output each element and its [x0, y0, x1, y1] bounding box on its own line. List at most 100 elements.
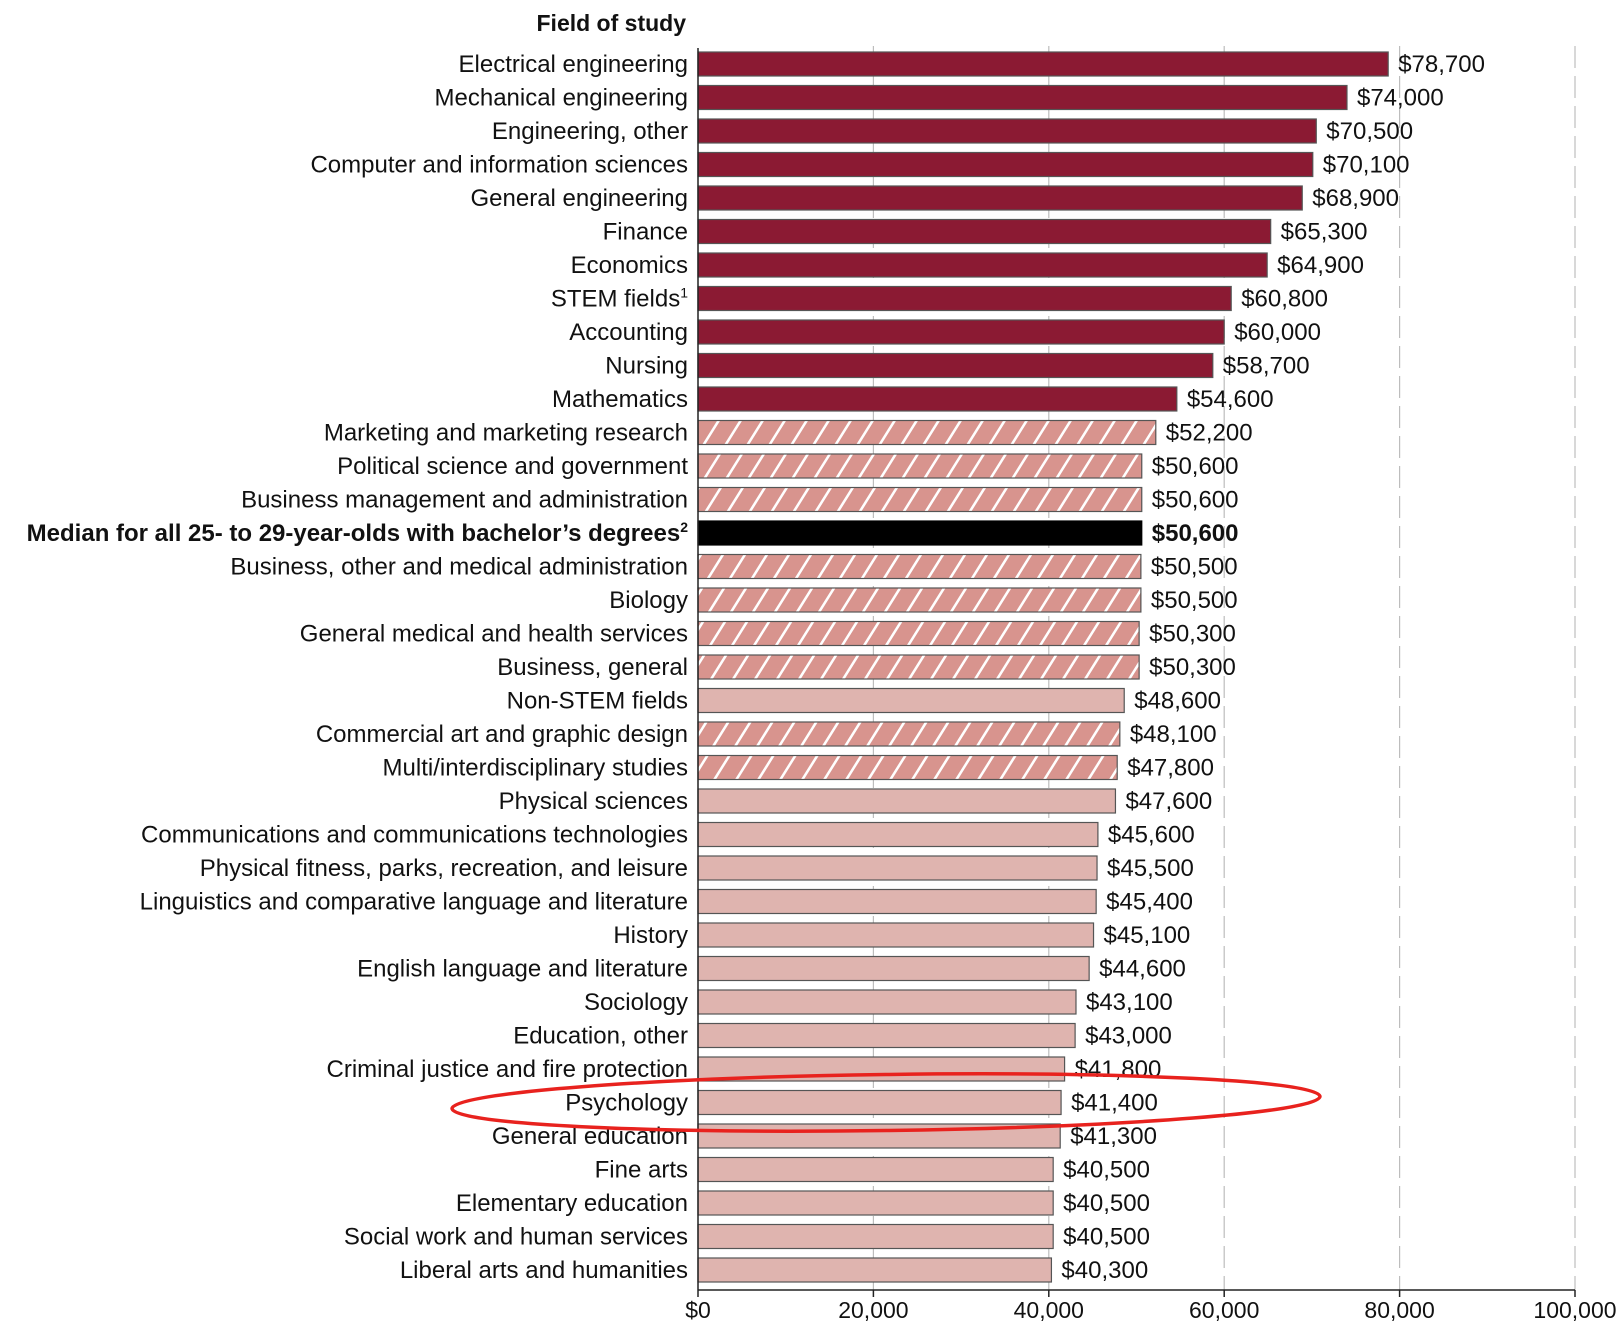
data-label-general-engineering: $68,900 — [1312, 185, 1399, 212]
category-label-education-other: Education, other — [513, 1023, 688, 1050]
category-label-mathematics: Mathematics — [552, 386, 688, 413]
data-label-business-other-and-medical-administration: $50,500 — [1151, 554, 1238, 581]
category-label-electrical-engineering: Electrical engineering — [459, 51, 688, 78]
data-label-education-other: $43,000 — [1085, 1023, 1172, 1050]
bar-computer-and-information-sciences — [697, 151, 1314, 178]
category-label-non-stem-fields: Non-STEM fields — [507, 688, 688, 715]
data-label-engineering-other: $70,500 — [1326, 118, 1413, 145]
category-label-communications-and-communications-technologies: Communications and communications techno… — [141, 822, 688, 849]
bar-multi-interdisciplinary-studies — [697, 754, 1118, 781]
bar-median-for-all-25-to-29-year-olds-with-bachelor-s-degrees — [697, 520, 1143, 546]
category-label-linguistics-and-comparative-language-and-literature: Linguistics and comparative language and… — [140, 889, 688, 916]
data-label-physical-sciences: $47,600 — [1125, 788, 1212, 815]
bar-nursing — [697, 352, 1214, 379]
data-label-liberal-arts-and-humanities: $40,300 — [1061, 1257, 1148, 1284]
category-label-stem-fields: STEM fields1 — [551, 285, 688, 313]
data-label-non-stem-fields: $48,600 — [1134, 688, 1221, 715]
bar-communications-and-communications-technologies — [697, 821, 1099, 848]
category-label-biology: Biology — [609, 587, 688, 614]
category-label-fine-arts: Fine arts — [595, 1157, 688, 1184]
bar-economics — [697, 252, 1268, 278]
bar-psychology — [697, 1089, 1062, 1116]
category-label-finance: Finance — [603, 219, 688, 246]
footnote-marker: 2 — [680, 519, 688, 535]
category-label-physical-fitness-parks-recreation-and-leisure: Physical fitness, parks, recreation, and… — [200, 855, 688, 882]
data-label-mechanical-engineering: $74,000 — [1357, 85, 1444, 112]
data-label-physical-fitness-parks-recreation-and-leisure: $45,500 — [1107, 855, 1194, 882]
category-label-elementary-education: Elementary education — [456, 1190, 688, 1217]
category-label-business-other-and-medical-administration: Business, other and medical administrati… — [230, 554, 688, 581]
data-label-social-work-and-human-services: $40,500 — [1063, 1224, 1150, 1251]
data-label-general-medical-and-health-services: $50,300 — [1149, 621, 1236, 648]
x-tick-labels: $0 20,000 40,000 60,000 80,000 100,000 — [685, 1297, 1616, 1323]
category-label-psychology: Psychology — [565, 1090, 688, 1117]
data-label-business-management-and-administration: $50,600 — [1152, 487, 1239, 514]
bar-business-other-and-medical-administration — [697, 553, 1142, 580]
data-label-sociology: $43,100 — [1086, 989, 1173, 1016]
category-label-sociology: Sociology — [584, 989, 688, 1016]
bar-sociology — [697, 989, 1077, 1015]
category-label-political-science-and-government: Political science and government — [337, 453, 688, 480]
x-tick-label-100000: 100,000 — [1533, 1297, 1616, 1323]
bar-finance — [697, 218, 1272, 245]
data-label-linguistics-and-comparative-language-and-literature: $45,400 — [1106, 889, 1193, 916]
data-label-finance: $65,300 — [1281, 219, 1368, 246]
data-label-median-for-all-25-to-29-year-olds-with-bachelor-s-degrees: $50,600 — [1152, 520, 1239, 547]
data-label-business-general: $50,300 — [1149, 654, 1236, 681]
category-label-marketing-and-marketing-research: Marketing and marketing research — [324, 420, 688, 447]
bar-general-engineering — [697, 185, 1303, 211]
category-label-general-engineering: General engineering — [471, 185, 689, 212]
x-tick-label-20000: 20,000 — [838, 1297, 908, 1323]
highlight-ellipse — [450, 1072, 1322, 1133]
bar-physical-fitness-parks-recreation-and-leisure — [697, 855, 1098, 881]
x-tick-label-60000: 60,000 — [1189, 1297, 1259, 1323]
data-label-elementary-education: $40,500 — [1063, 1190, 1150, 1217]
data-label-nursing: $58,700 — [1223, 353, 1310, 380]
data-label-criminal-justice-and-fire-protection: $41,800 — [1075, 1056, 1162, 1083]
bar-mechanical-engineering — [697, 84, 1348, 111]
category-label-physical-sciences: Physical sciences — [499, 788, 688, 815]
bars: Electrical engineering $78,700 Mechanical … — [27, 51, 1485, 1284]
category-label-general-medical-and-health-services: General medical and health services — [300, 621, 688, 648]
data-label-history: $45,100 — [1104, 922, 1191, 949]
data-label-stem-fields: $60,800 — [1241, 286, 1328, 313]
data-label-mathematics: $54,600 — [1187, 386, 1274, 413]
bar-physical-sciences — [697, 788, 1117, 814]
data-label-communications-and-communications-technologies: $45,600 — [1108, 822, 1195, 849]
category-label-median-for-all-25-to-29-year-olds-with-bachelor-s-degrees: Median for all 25- to 29-year-olds with … — [27, 519, 689, 547]
bar-engineering-other — [697, 118, 1317, 144]
data-label-psychology: $41,400 — [1071, 1090, 1158, 1117]
category-label-social-work-and-human-services: Social work and human services — [344, 1224, 688, 1251]
category-label-mechanical-engineering: Mechanical engineering — [435, 85, 689, 112]
bar-social-work-and-human-services — [697, 1223, 1054, 1250]
x-tick-label-80000: 80,000 — [1364, 1297, 1434, 1323]
bar-english-language-and-literature — [697, 955, 1090, 982]
data-label-marketing-and-marketing-research: $52,200 — [1166, 420, 1253, 447]
bar-education-other — [697, 1022, 1076, 1049]
data-label-computer-and-information-sciences: $70,100 — [1323, 152, 1410, 179]
data-label-english-language-and-literature: $44,600 — [1099, 956, 1186, 983]
data-label-biology: $50,500 — [1151, 587, 1238, 614]
x-tick-label-40000: 40,000 — [1014, 1297, 1084, 1323]
bar-biology — [697, 587, 1142, 613]
bar-general-medical-and-health-services — [697, 620, 1140, 647]
bar-political-science-and-government — [697, 453, 1143, 479]
category-label-business-management-and-administration: Business management and administration — [241, 487, 688, 514]
bar-history — [697, 922, 1095, 948]
x-axis — [697, 48, 1576, 1297]
bar-accounting — [697, 319, 1225, 345]
category-label-nursing: Nursing — [605, 353, 688, 380]
bar-non-stem-fields — [697, 687, 1125, 714]
data-label-general-education: $41,300 — [1070, 1123, 1157, 1150]
data-label-multi-interdisciplinary-studies: $47,800 — [1127, 755, 1214, 782]
x-tick-label-0: $0 — [685, 1297, 711, 1323]
category-label-business-general: Business, general — [497, 654, 688, 681]
bar-fine-arts — [697, 1156, 1054, 1183]
data-label-political-science-and-government: $50,600 — [1152, 453, 1239, 480]
bar-electrical-engineering — [697, 51, 1389, 77]
bar-business-management-and-administration — [697, 486, 1143, 513]
highlight — [450, 1072, 1322, 1133]
footnote-marker: 1 — [680, 285, 688, 301]
bar-linguistics-and-comparative-language-and-literature — [697, 888, 1097, 915]
